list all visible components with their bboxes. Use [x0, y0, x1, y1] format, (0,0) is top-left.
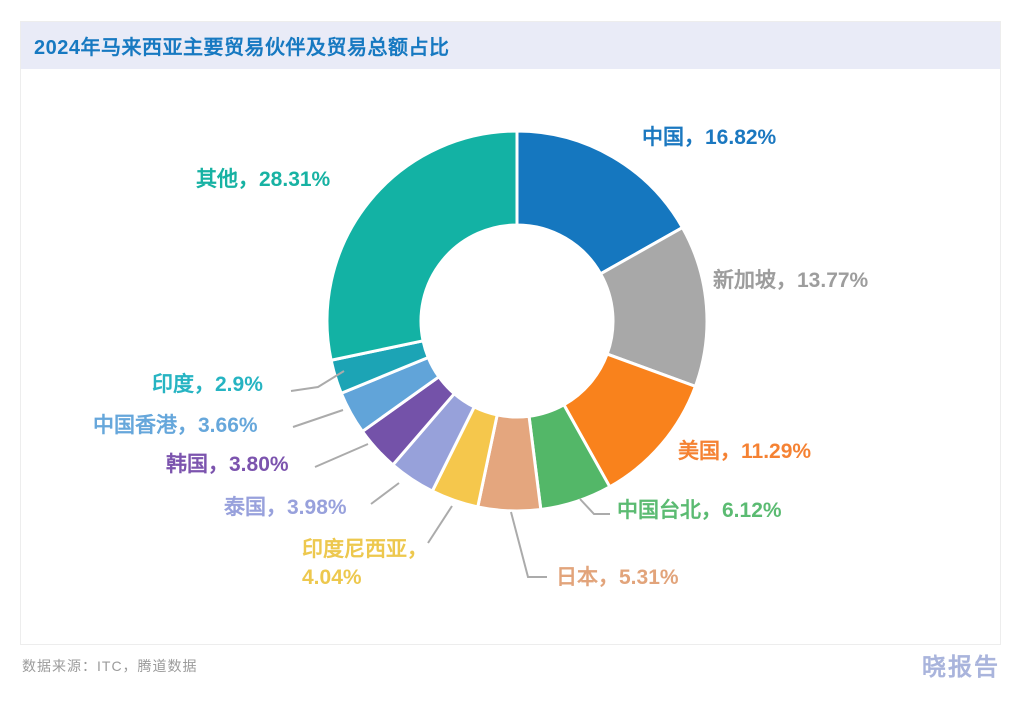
chart-card: 2024年马来西亚主要贸易伙伴及贸易总额占比	[20, 21, 1001, 645]
chart-card-header: 2024年马来西亚主要贸易伙伴及贸易总额占比	[21, 22, 1000, 69]
chart-title: 2024年马来西亚主要贸易伙伴及贸易总额占比	[34, 37, 450, 59]
brand-logo: 晓报告	[922, 654, 1000, 681]
data-source-note: 数据来源：ITC，腾道数据	[22, 658, 198, 674]
